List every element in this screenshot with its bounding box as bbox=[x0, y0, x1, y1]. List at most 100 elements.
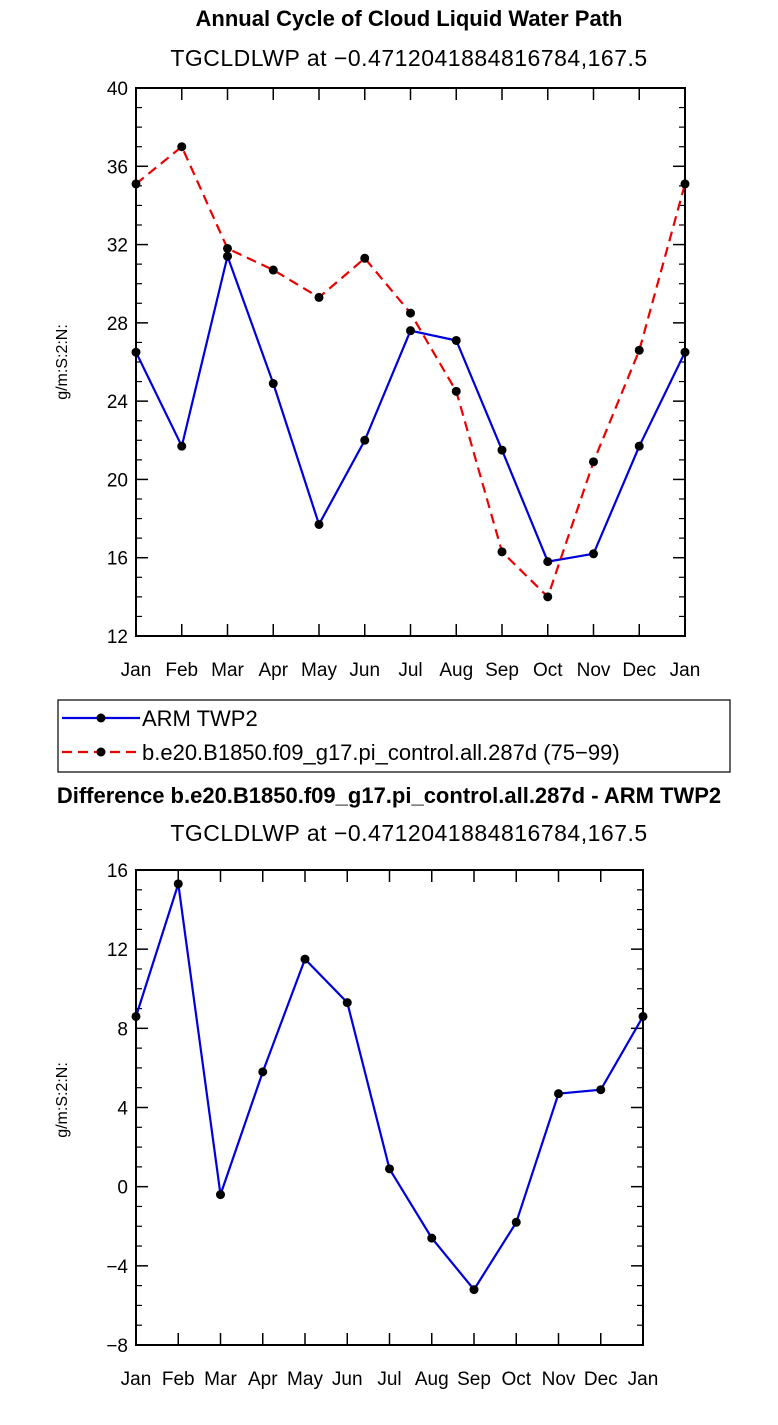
data-point bbox=[511, 1217, 521, 1227]
x-tick-label: Oct bbox=[501, 1369, 531, 1390]
legend-item-arm: ARM TWP2 bbox=[62, 706, 258, 731]
difference-subtitle: TGCLDLWP at −0.4712041884816784,167.5 bbox=[170, 820, 647, 846]
x-tick-label: Sep bbox=[457, 1369, 491, 1390]
data-point bbox=[497, 445, 507, 455]
data-point bbox=[634, 345, 644, 355]
data-point bbox=[469, 1285, 479, 1295]
plot-area: 12 16 20 24 28 32 36 40 Jan Feb Mar Apr May Jun Jul Aug… bbox=[107, 79, 700, 681]
legend-marker-model bbox=[96, 747, 106, 757]
data-point bbox=[406, 308, 415, 318]
x-tick-label: Nov bbox=[577, 660, 611, 681]
plot-frame bbox=[135, 869, 644, 1346]
y-axis-label: g/m:S:2:N: bbox=[54, 1062, 71, 1138]
x-tick-label: Aug bbox=[439, 660, 473, 681]
x-tick-label: Jan bbox=[121, 660, 152, 681]
data-point bbox=[177, 142, 187, 152]
y-tick-label: 20 bbox=[107, 470, 128, 491]
y-tick-label: 12 bbox=[107, 627, 128, 648]
data-point bbox=[314, 292, 324, 302]
chart-subtitle: TGCLDLWP at −0.4712041884816784,167.5 bbox=[170, 45, 647, 71]
data-point bbox=[543, 557, 553, 567]
series-line-1 bbox=[135, 144, 687, 599]
legend: ARM TWP2 b.e20.B1850.f09_g17.pi_control.… bbox=[57, 699, 731, 773]
legend-label-model: b.e20.B1850.f09_g17.pi_control.all.287d … bbox=[142, 740, 620, 765]
data-point bbox=[268, 265, 278, 275]
y-tick-label: 16 bbox=[107, 549, 128, 570]
y-tick-label: 28 bbox=[107, 314, 128, 335]
data-point bbox=[427, 1233, 437, 1243]
legend-label-arm: ARM TWP2 bbox=[142, 706, 258, 731]
data-point bbox=[131, 179, 141, 189]
difference-title: Difference b.e20.B1850.f09_g17.pi_contro… bbox=[57, 783, 721, 808]
x-tick-label: Sep bbox=[485, 660, 519, 681]
x-tick-label: May bbox=[301, 660, 337, 681]
x-tick-label: Aug bbox=[415, 1369, 449, 1390]
x-tick-label: Dec bbox=[584, 1369, 618, 1390]
x-tick-label: Dec bbox=[622, 660, 656, 681]
x-tick-label: Feb bbox=[162, 1369, 195, 1390]
data-point bbox=[258, 1067, 268, 1077]
x-tick-label: Jan bbox=[670, 660, 701, 681]
data-point bbox=[342, 998, 352, 1008]
x-tick-label: Apr bbox=[248, 1369, 278, 1390]
x-tick-label: Jun bbox=[332, 1369, 363, 1390]
y-tick-label: 8 bbox=[117, 1019, 128, 1040]
y-tick-label: 0 bbox=[117, 1178, 128, 1199]
x-tick-label: Mar bbox=[204, 1369, 237, 1390]
y-tick-label: 40 bbox=[107, 79, 128, 100]
data-point bbox=[680, 179, 690, 189]
y-tick-label: 12 bbox=[107, 940, 128, 961]
data-point bbox=[638, 1011, 648, 1021]
data-point bbox=[451, 386, 461, 396]
data-point bbox=[300, 954, 310, 964]
data-point bbox=[385, 1164, 394, 1174]
chart-title: Annual Cycle of Cloud Liquid Water Path bbox=[196, 6, 623, 31]
difference-chart: Difference b.e20.B1850.f09_g17.pi_contro… bbox=[54, 783, 721, 1390]
data-point bbox=[177, 441, 187, 451]
annual-cycle-chart: Annual Cycle of Cloud Liquid Water Path … bbox=[54, 6, 700, 681]
legend-item-model: b.e20.B1850.f09_g17.pi_control.all.287d … bbox=[62, 740, 620, 765]
data-point bbox=[589, 549, 598, 559]
y-tick-label: 36 bbox=[107, 157, 128, 178]
y-tick-label: 16 bbox=[107, 861, 128, 882]
data-point bbox=[554, 1089, 563, 1099]
y-tick-label: −8 bbox=[106, 1336, 128, 1357]
data-point bbox=[497, 547, 507, 557]
data-point bbox=[223, 251, 232, 261]
x-tick-label: Feb bbox=[165, 660, 198, 681]
y-tick-label: −4 bbox=[106, 1257, 128, 1278]
data-point bbox=[314, 519, 324, 529]
x-tick-label: Mar bbox=[211, 660, 244, 681]
y-tick-label: 24 bbox=[107, 392, 129, 413]
data-point bbox=[360, 435, 370, 445]
x-tick-label: Apr bbox=[258, 660, 288, 681]
data-point bbox=[360, 253, 370, 263]
data-point bbox=[223, 243, 232, 253]
x-tick-label: Jan bbox=[121, 1369, 152, 1390]
plot-frame bbox=[135, 87, 686, 637]
x-tick-label: Oct bbox=[533, 660, 563, 681]
series-line-0 bbox=[135, 252, 686, 563]
plot-area: −8 −4 0 4 8 12 16 Jan Feb Mar Apr May Jun Jul Aug Sep Oc… bbox=[106, 861, 658, 1390]
x-tick-label: Jun bbox=[349, 660, 380, 681]
data-point bbox=[131, 347, 141, 357]
data-point bbox=[543, 592, 553, 602]
data-point bbox=[173, 879, 183, 889]
data-point bbox=[451, 335, 461, 345]
x-tick-label: Jul bbox=[377, 1369, 401, 1390]
x-tick-label: Nov bbox=[542, 1369, 576, 1390]
data-point bbox=[589, 457, 598, 467]
data-point bbox=[680, 347, 690, 357]
y-tick-label: 32 bbox=[107, 236, 128, 257]
legend-box bbox=[57, 699, 731, 773]
legend-marker-arm bbox=[96, 713, 106, 723]
y-tick-label: 4 bbox=[117, 1099, 128, 1120]
data-point bbox=[406, 326, 415, 336]
series-line-0 bbox=[134, 883, 644, 1292]
data-point bbox=[268, 379, 278, 389]
data-point bbox=[596, 1085, 606, 1095]
x-tick-label: May bbox=[287, 1369, 323, 1390]
data-point bbox=[131, 1011, 141, 1021]
x-tick-label: Jan bbox=[628, 1369, 659, 1390]
